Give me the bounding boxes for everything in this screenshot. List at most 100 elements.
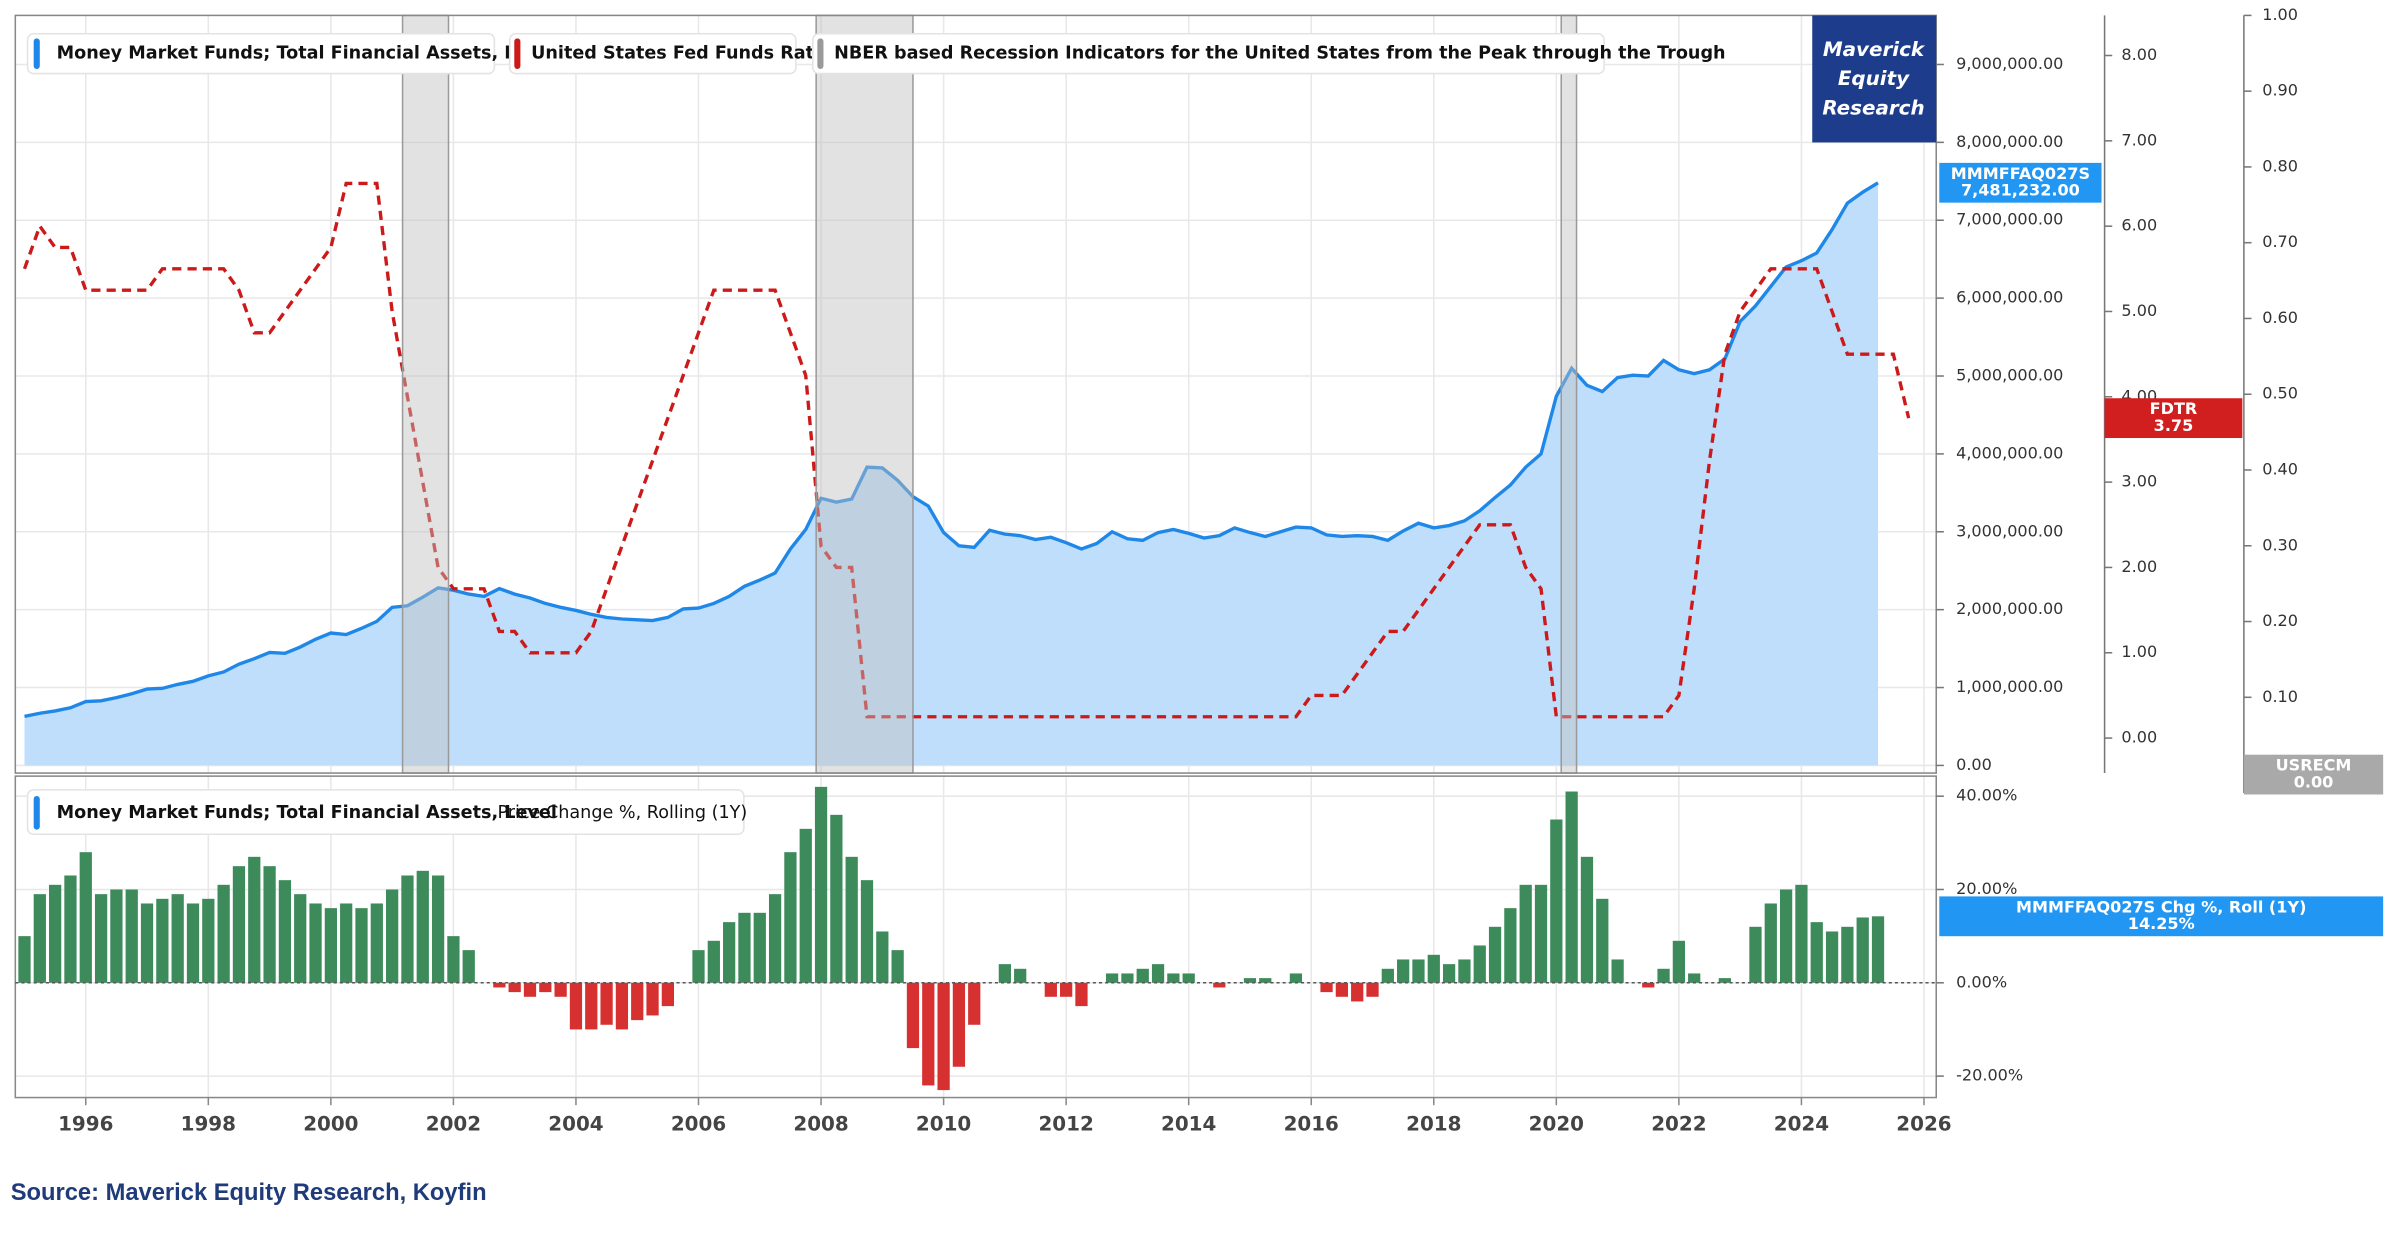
y-tick-label: 0.00%: [1956, 972, 2007, 991]
bar: [462, 950, 475, 983]
bar: [1688, 973, 1701, 983]
bar: [1259, 978, 1272, 983]
bar: [738, 912, 751, 983]
x-tick-label: 1998: [181, 1113, 236, 1136]
bar: [508, 982, 521, 993]
recession-band: [815, 14, 914, 774]
bar: [64, 875, 77, 983]
bar: [1151, 964, 1165, 983]
legend-label: Money Market Funds; Total Financial Asse…: [57, 803, 557, 823]
y-tick-label: 0.20: [2262, 611, 2298, 630]
bar: [1381, 968, 1394, 983]
bar: [876, 931, 889, 983]
x-tick-label: 2012: [1038, 1113, 1093, 1136]
bar: [1427, 954, 1440, 983]
legend-swatch: [817, 38, 824, 69]
legend-swatch: [33, 38, 40, 69]
y-tick-label: 20.00%: [1956, 879, 2017, 898]
y-tick-label: 0.80: [2262, 156, 2298, 175]
bar: [493, 982, 506, 988]
bar: [1458, 959, 1471, 983]
value-badge: [2243, 754, 2384, 795]
bar: [585, 982, 598, 1030]
x-tick-label: 2014: [1161, 1113, 1216, 1136]
bar: [1014, 968, 1027, 983]
bar: [799, 828, 812, 983]
bar: [1351, 982, 1364, 1002]
bar: [386, 889, 399, 983]
badge-value: 0.00: [2294, 773, 2334, 792]
bar: [600, 982, 613, 1025]
logo-text: Research: [1822, 96, 1924, 119]
area: [24, 182, 1879, 766]
y-tick-label: 9,000,000.00: [1956, 54, 2063, 73]
bar: [263, 866, 276, 983]
legend-swatch: [33, 796, 40, 830]
bar: [1779, 889, 1793, 983]
bar: [1136, 968, 1149, 983]
bar: [1075, 982, 1088, 1007]
x-tick-label: 2020: [1529, 1113, 1584, 1136]
bar: [1841, 926, 1854, 983]
recession-band: [401, 14, 450, 774]
value-badge: [1939, 896, 2384, 937]
bar: [232, 866, 246, 983]
bar: [202, 898, 215, 983]
badge-value: 3.75: [2154, 416, 2194, 435]
bar: [340, 903, 353, 983]
badge-label: FDTR: [2150, 399, 2198, 418]
x-tick-label: 2002: [426, 1113, 481, 1136]
bar: [1473, 945, 1486, 983]
y-tick-label: 40.00%: [1956, 786, 2017, 805]
panel-subtitle: Price Change %, Rolling (1Y): [497, 803, 747, 823]
bar: [1810, 922, 1823, 983]
bar: [1335, 982, 1349, 997]
bar: [278, 880, 292, 983]
line: [24, 181, 1879, 719]
bar: [1442, 964, 1456, 983]
y-tick-label: 1.00: [2121, 642, 2157, 661]
y-tick-label: 6.00: [2121, 216, 2157, 235]
y-tick-label: 0.90: [2262, 81, 2298, 100]
legend-label: Money Market Funds; Total Financial Asse…: [57, 44, 557, 64]
bar: [646, 982, 659, 1016]
bar: [1611, 959, 1624, 983]
recession-band: [1560, 14, 1578, 774]
bar: [1519, 884, 1532, 983]
bar: [1672, 940, 1686, 983]
bar: [554, 982, 567, 997]
source-note: Source: Maverick Equity Research, Koyfin: [11, 1180, 487, 1206]
badge-label: MMMFFAQ027S: [1951, 164, 2090, 183]
bar: [1795, 884, 1808, 983]
bar: [140, 903, 154, 983]
bar: [1657, 968, 1670, 983]
bar: [539, 982, 552, 993]
x-tick-label: 2010: [916, 1113, 971, 1136]
bar: [1825, 931, 1839, 983]
y-tick-label: 0.60: [2262, 308, 2298, 327]
legend-label: NBER based Recession Indicators for the …: [834, 44, 1725, 64]
bar: [33, 894, 46, 983]
bar: [723, 922, 736, 983]
bar: [248, 856, 261, 983]
bar: [1504, 908, 1517, 983]
y-tick-label: 3,000,000.00: [1956, 521, 2063, 540]
x-tick-label: 1996: [58, 1113, 113, 1136]
legend-box: [26, 33, 496, 75]
y-tick-label: 0.40: [2262, 460, 2298, 479]
bar: [1718, 978, 1731, 983]
bar: [309, 903, 322, 983]
x-tick-label: 2022: [1651, 1113, 1706, 1136]
bar: [1565, 791, 1578, 983]
bar: [1856, 917, 1869, 983]
bar: [523, 982, 537, 997]
lower-frame: [14, 775, 1937, 1099]
bar: [401, 875, 414, 983]
y-tick-label: -20.00%: [1956, 1066, 2023, 1085]
bar: [156, 898, 169, 983]
x-tick-label: 2008: [793, 1113, 848, 1136]
badge-value: 14.25%: [2128, 914, 2195, 933]
line: [22, 181, 1911, 719]
legend: Money Market Funds; Total Financial Asse…: [26, 33, 1726, 836]
